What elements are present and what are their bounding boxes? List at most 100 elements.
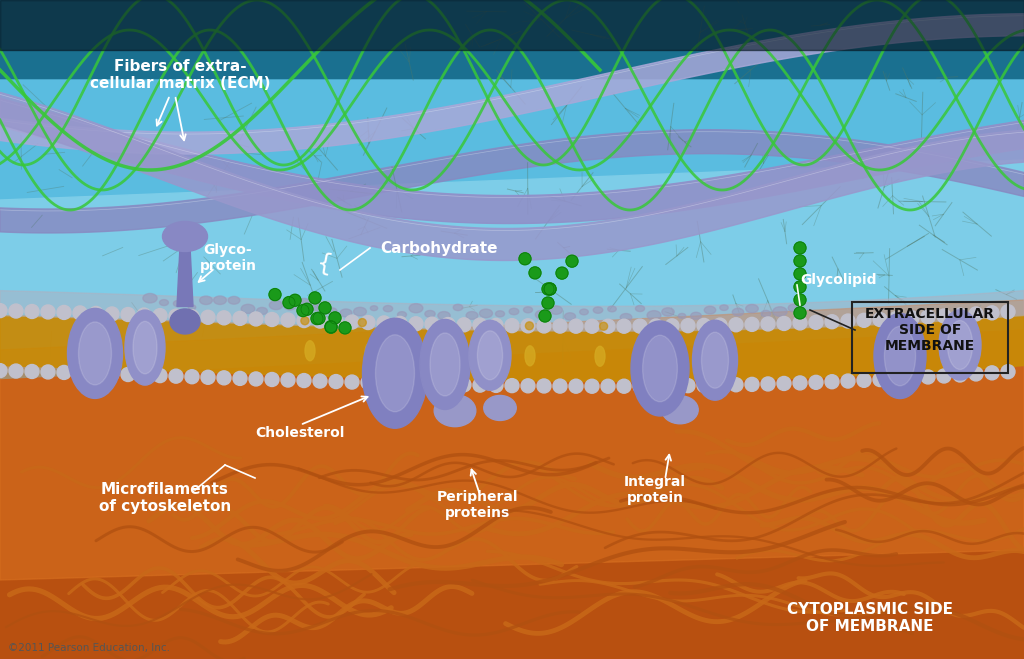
Circle shape: [345, 375, 359, 389]
Text: Microfilaments
of cytoskeleton: Microfilaments of cytoskeleton: [99, 482, 231, 514]
Ellipse shape: [732, 308, 743, 316]
Circle shape: [393, 316, 407, 330]
Circle shape: [1001, 364, 1015, 379]
Circle shape: [777, 376, 791, 390]
Circle shape: [985, 306, 999, 320]
Circle shape: [473, 318, 487, 332]
Circle shape: [809, 376, 823, 389]
Circle shape: [313, 374, 327, 388]
Ellipse shape: [143, 293, 157, 303]
Ellipse shape: [376, 335, 415, 412]
Circle shape: [329, 312, 341, 324]
Circle shape: [425, 317, 439, 331]
Circle shape: [345, 315, 359, 329]
Circle shape: [361, 316, 375, 330]
Text: ©2011 Pearson Education, Inc.: ©2011 Pearson Education, Inc.: [8, 643, 170, 653]
Circle shape: [617, 379, 631, 393]
Circle shape: [937, 309, 951, 323]
Ellipse shape: [636, 306, 644, 312]
Ellipse shape: [371, 306, 378, 310]
Circle shape: [201, 310, 215, 324]
Circle shape: [137, 308, 151, 322]
Circle shape: [649, 319, 663, 333]
Circle shape: [889, 372, 903, 386]
Circle shape: [301, 317, 309, 325]
Circle shape: [457, 378, 471, 392]
Circle shape: [377, 376, 391, 390]
Circle shape: [105, 307, 119, 321]
Circle shape: [713, 378, 727, 392]
Ellipse shape: [312, 304, 324, 311]
Circle shape: [537, 379, 551, 393]
Ellipse shape: [477, 331, 503, 380]
Circle shape: [745, 318, 759, 331]
Circle shape: [601, 379, 615, 393]
Circle shape: [905, 371, 919, 385]
Circle shape: [794, 281, 806, 293]
Circle shape: [542, 297, 554, 309]
Circle shape: [525, 322, 534, 330]
Circle shape: [269, 289, 281, 301]
Circle shape: [297, 304, 309, 316]
Circle shape: [761, 317, 775, 331]
Circle shape: [283, 297, 295, 308]
Ellipse shape: [939, 310, 981, 380]
Text: EXTRACELLULAR
SIDE OF
MEMBRANE: EXTRACELLULAR SIDE OF MEMBRANE: [865, 307, 995, 353]
Ellipse shape: [410, 304, 423, 313]
Text: CYTOPLASMIC SIDE
OF MEMBRANE: CYTOPLASMIC SIDE OF MEMBRANE: [787, 602, 953, 634]
Ellipse shape: [170, 309, 200, 334]
Circle shape: [153, 368, 167, 383]
Circle shape: [169, 309, 183, 323]
Circle shape: [319, 302, 331, 314]
Circle shape: [600, 322, 607, 330]
Circle shape: [25, 364, 39, 378]
Ellipse shape: [550, 306, 562, 314]
Circle shape: [521, 379, 535, 393]
Circle shape: [553, 319, 567, 333]
Circle shape: [313, 314, 327, 328]
Circle shape: [313, 312, 325, 324]
Ellipse shape: [720, 305, 728, 310]
Ellipse shape: [885, 326, 915, 386]
Ellipse shape: [68, 308, 123, 399]
Ellipse shape: [430, 333, 460, 396]
Ellipse shape: [509, 308, 519, 315]
Circle shape: [105, 367, 119, 381]
Ellipse shape: [690, 312, 701, 320]
Circle shape: [325, 321, 337, 333]
Ellipse shape: [163, 221, 208, 252]
Circle shape: [25, 304, 39, 318]
Ellipse shape: [643, 335, 678, 402]
Circle shape: [697, 378, 711, 392]
Ellipse shape: [469, 320, 511, 390]
Circle shape: [1001, 304, 1015, 319]
Ellipse shape: [496, 311, 505, 317]
Ellipse shape: [525, 346, 535, 366]
Circle shape: [377, 316, 391, 330]
Circle shape: [794, 307, 806, 319]
Circle shape: [729, 318, 743, 331]
Circle shape: [921, 370, 935, 384]
Ellipse shape: [580, 309, 589, 315]
Circle shape: [121, 308, 135, 322]
Text: Integral
protein: Integral protein: [624, 475, 686, 505]
Ellipse shape: [160, 300, 169, 306]
Circle shape: [969, 367, 983, 381]
Circle shape: [857, 313, 871, 328]
Ellipse shape: [678, 314, 686, 318]
Ellipse shape: [564, 313, 575, 320]
Circle shape: [329, 374, 343, 389]
Circle shape: [457, 318, 471, 332]
Ellipse shape: [365, 343, 375, 362]
Ellipse shape: [874, 314, 926, 399]
Ellipse shape: [284, 302, 296, 310]
Circle shape: [809, 316, 823, 330]
Ellipse shape: [173, 301, 182, 306]
Circle shape: [281, 313, 295, 327]
Text: Carbohydrate: Carbohydrate: [380, 241, 498, 256]
Ellipse shape: [242, 304, 255, 314]
Circle shape: [409, 377, 423, 391]
Polygon shape: [0, 80, 1024, 400]
Circle shape: [841, 314, 855, 328]
Circle shape: [325, 320, 337, 333]
